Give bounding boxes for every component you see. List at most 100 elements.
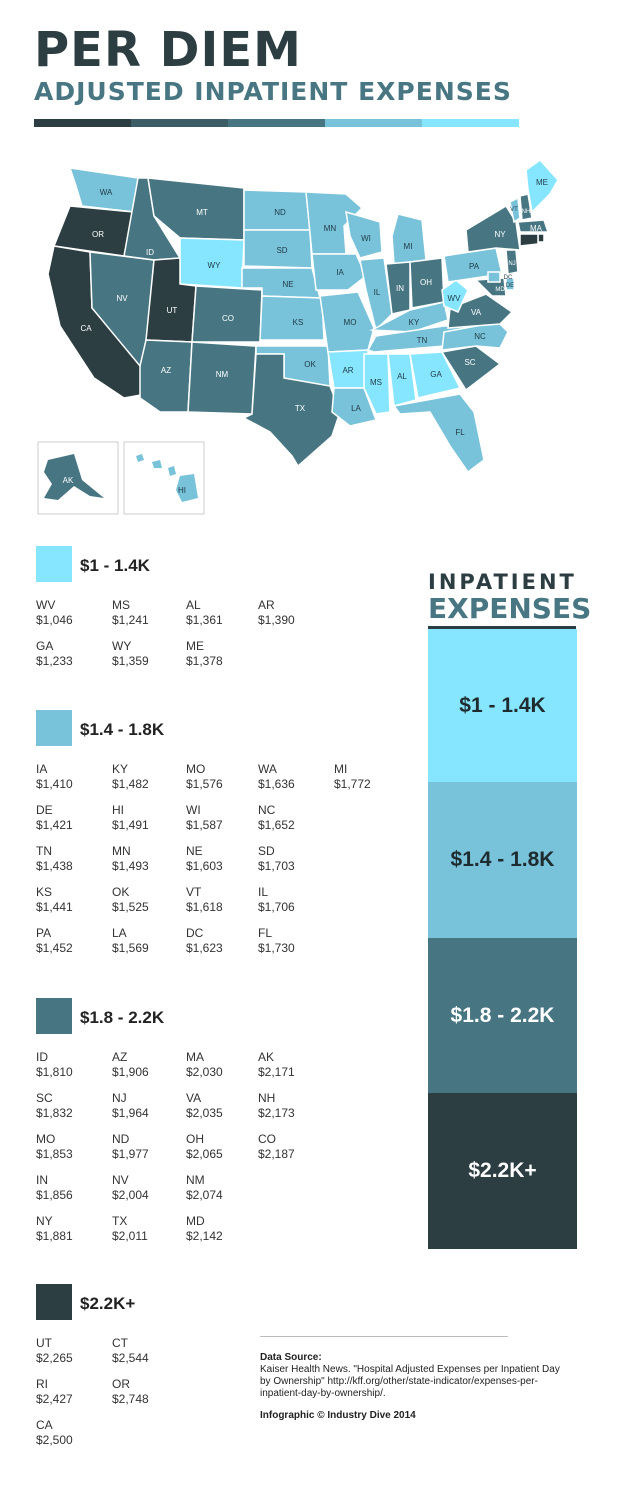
map-label-pa: PA <box>469 262 480 271</box>
state-value: $1,390 <box>258 613 295 627</box>
sidebar-title-line1: INPATIENT <box>428 570 577 594</box>
tier-title-1: $1 - 1.4K <box>80 556 150 575</box>
tier-entry: PA $1,452 <box>36 926 106 956</box>
tier-entry: HI $1,491 <box>112 803 182 833</box>
tier-entry: NH $2,173 <box>258 1091 328 1121</box>
state-ri <box>537 233 545 243</box>
state-value: $2,065 <box>186 1147 223 1161</box>
tier-entry: WV $1,046 <box>36 598 106 628</box>
data-source-label: Data Source: <box>260 1352 322 1363</box>
state-abbr: GA <box>36 639 54 653</box>
state-abbr: MS <box>112 598 130 612</box>
sidebar-tier-2: $1.4 - 1.8K <box>428 782 577 938</box>
map-label-ks: KS <box>293 318 304 327</box>
state-abbr: HI <box>112 803 124 817</box>
map-label-ar: AR <box>342 366 353 375</box>
state-value: $2,030 <box>186 1065 223 1079</box>
state-abbr: NE <box>186 844 203 858</box>
tier-entry: KS $1,441 <box>36 885 106 915</box>
tier-entry: NE $1,603 <box>186 844 256 874</box>
state-value: $1,361 <box>186 613 223 627</box>
state-co <box>191 285 263 343</box>
state-value: $2,265 <box>36 1351 73 1365</box>
tier-entry: LA $1,569 <box>112 926 182 956</box>
map-label-hi: HI <box>178 486 186 495</box>
state-ma <box>517 219 550 233</box>
tier-entry: MI $1,772 <box>334 762 404 792</box>
state-value: $1,636 <box>258 777 295 791</box>
state-abbr: IA <box>36 762 48 776</box>
state-value: $2,142 <box>186 1229 223 1243</box>
state-value: $1,652 <box>258 818 295 832</box>
state-abbr: NH <box>258 1091 276 1105</box>
state-value: $2,035 <box>186 1106 223 1120</box>
state-abbr: NJ <box>112 1091 127 1105</box>
map-label-nv: NV <box>116 294 128 303</box>
state-vt <box>509 196 521 224</box>
state-value: $2,004 <box>112 1188 149 1202</box>
state-value: $1,587 <box>186 818 223 832</box>
tier-entry: AK $2,171 <box>258 1050 328 1080</box>
state-value: $1,452 <box>36 941 73 955</box>
tier-entry: ME $1,378 <box>186 639 256 669</box>
state-abbr: CA <box>36 1418 53 1432</box>
state-abbr: WY <box>112 639 132 653</box>
data-source: Data Source: Kaiser Health News. "Hospit… <box>260 1352 560 1422</box>
state-value: $1,706 <box>258 900 295 914</box>
state-value: $1,046 <box>36 613 73 627</box>
state-abbr: NV <box>112 1173 129 1187</box>
color-stripe-2 <box>131 119 228 127</box>
state-ks <box>259 295 325 341</box>
tier-swatch-2 <box>36 710 72 746</box>
map-label-nm: NM <box>216 370 229 379</box>
state-abbr: NM <box>186 1173 205 1187</box>
state-value: $1,853 <box>36 1147 73 1161</box>
state-abbr: VA <box>186 1091 202 1105</box>
state-value: $1,832 <box>36 1106 73 1120</box>
map-label-wv: WV <box>448 294 462 303</box>
map-label-ct: CT <box>552 259 560 265</box>
state-value: $2,074 <box>186 1188 223 1202</box>
state-abbr: DC <box>186 926 204 940</box>
tier-entry: IL $1,706 <box>258 885 328 915</box>
map-label-az: AZ <box>161 366 171 375</box>
state-abbr: VT <box>186 885 202 899</box>
state-mo <box>319 291 375 353</box>
tier-entry: SD $1,703 <box>258 844 328 874</box>
map-label-ms: MS <box>370 378 382 387</box>
tier-title-2: $1.4 - 1.8K <box>80 720 165 739</box>
tier-entry: VT $1,618 <box>186 885 256 915</box>
color-stripe-1 <box>34 119 131 127</box>
state-abbr: KS <box>36 885 53 899</box>
us-choropleth-map: WA OR CA NV ID MT WY UT CO AZ NM ND SD NE KS OK TX MN IA MO… <box>37 159 563 515</box>
state-value: $1,856 <box>36 1188 73 1202</box>
state-abbr: AL <box>186 598 201 612</box>
map-label-il: IL <box>374 288 381 297</box>
state-az <box>139 339 193 413</box>
map-label-vt: VT <box>510 207 518 213</box>
state-abbr: NC <box>258 803 276 817</box>
hawaii-inset-box <box>123 441 205 515</box>
tier-entry: NY $1,881 <box>36 1214 106 1244</box>
map-label-oh: OH <box>420 278 432 287</box>
tier-entry: WI $1,587 <box>186 803 256 833</box>
state-abbr: MN <box>112 844 131 858</box>
state-value: $1,603 <box>186 859 223 873</box>
tier-entry: MO $1,853 <box>36 1132 106 1162</box>
state-value: $1,378 <box>186 654 223 668</box>
state-abbr: KY <box>112 762 129 776</box>
tier-entry: NM $2,074 <box>186 1173 256 1203</box>
map-label-ut: UT <box>167 306 178 315</box>
state-abbr: MI <box>334 762 348 776</box>
map-label-la: LA <box>351 404 361 413</box>
map-label-co: CO <box>222 314 234 323</box>
state-la <box>331 387 378 427</box>
state-value: $2,187 <box>258 1147 295 1161</box>
sidebar-tier-4: $2.2K+ <box>428 1093 577 1249</box>
map-label-fl: FL <box>455 428 465 437</box>
state-value: $2,173 <box>258 1106 295 1120</box>
state-abbr: ND <box>112 1132 130 1146</box>
map-label-ne: NE <box>282 280 293 289</box>
state-abbr: WA <box>258 762 277 776</box>
state-hi <box>136 454 198 502</box>
